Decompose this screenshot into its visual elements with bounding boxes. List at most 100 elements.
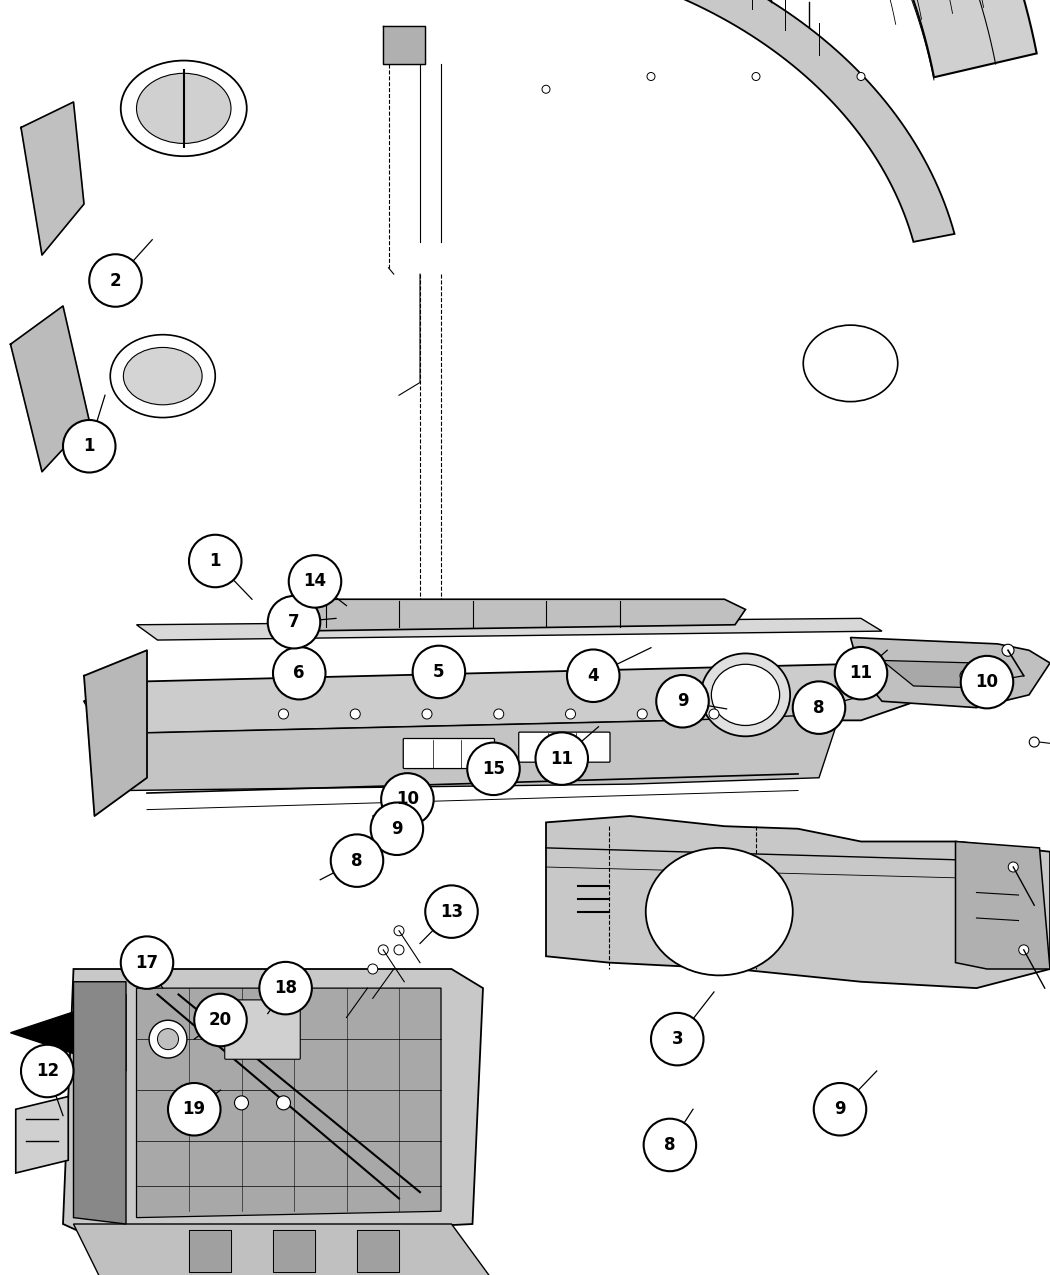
Polygon shape — [542, 0, 954, 242]
Text: 20: 20 — [209, 1011, 232, 1029]
Circle shape — [63, 419, 116, 473]
Circle shape — [168, 1082, 220, 1136]
Circle shape — [494, 709, 504, 719]
Circle shape — [276, 1096, 291, 1109]
Text: 4: 4 — [587, 667, 600, 685]
Polygon shape — [278, 599, 746, 631]
Polygon shape — [10, 306, 89, 472]
Circle shape — [378, 945, 388, 955]
Ellipse shape — [136, 73, 231, 144]
Circle shape — [368, 964, 378, 974]
Text: 1: 1 — [210, 552, 220, 570]
Text: 9: 9 — [391, 820, 403, 838]
Circle shape — [857, 73, 865, 80]
Circle shape — [158, 1029, 179, 1049]
Circle shape — [89, 254, 142, 307]
Polygon shape — [74, 1224, 493, 1275]
Circle shape — [835, 646, 887, 700]
Text: 11: 11 — [849, 664, 873, 682]
Circle shape — [637, 709, 647, 719]
Circle shape — [566, 709, 575, 719]
Polygon shape — [63, 969, 483, 1243]
Circle shape — [709, 709, 719, 719]
Text: 15: 15 — [482, 760, 505, 778]
Circle shape — [381, 773, 434, 826]
Circle shape — [351, 709, 360, 719]
Circle shape — [656, 674, 709, 728]
Text: 8: 8 — [352, 852, 362, 870]
FancyBboxPatch shape — [403, 738, 495, 769]
Text: 8: 8 — [814, 699, 824, 717]
FancyBboxPatch shape — [225, 1000, 300, 1060]
Text: 11: 11 — [550, 750, 573, 768]
Circle shape — [752, 73, 760, 80]
Ellipse shape — [124, 348, 202, 405]
Circle shape — [273, 646, 326, 700]
Circle shape — [425, 885, 478, 938]
Circle shape — [268, 595, 320, 649]
Circle shape — [394, 926, 404, 936]
Polygon shape — [383, 26, 425, 64]
Ellipse shape — [294, 663, 304, 671]
Circle shape — [567, 649, 619, 703]
Circle shape — [394, 945, 404, 955]
Polygon shape — [956, 842, 1050, 969]
Ellipse shape — [712, 664, 779, 725]
Circle shape — [644, 1118, 696, 1172]
Polygon shape — [16, 1096, 68, 1173]
Circle shape — [1029, 737, 1040, 747]
Text: 2: 2 — [109, 272, 122, 289]
Circle shape — [536, 732, 588, 785]
Circle shape — [814, 1082, 866, 1136]
Polygon shape — [10, 994, 126, 1071]
Polygon shape — [136, 618, 882, 640]
Polygon shape — [538, 0, 1009, 18]
Circle shape — [234, 1096, 249, 1109]
Polygon shape — [882, 660, 998, 689]
Circle shape — [189, 534, 242, 588]
Text: 6: 6 — [294, 664, 304, 682]
Text: 9: 9 — [676, 692, 689, 710]
Circle shape — [413, 645, 465, 699]
Circle shape — [651, 1012, 704, 1066]
Text: 10: 10 — [396, 790, 419, 808]
Polygon shape — [467, 0, 1036, 78]
Ellipse shape — [646, 848, 793, 975]
Polygon shape — [850, 638, 1050, 708]
Ellipse shape — [121, 60, 247, 157]
Text: 8: 8 — [665, 1136, 675, 1154]
Polygon shape — [136, 988, 441, 1218]
Polygon shape — [84, 650, 147, 816]
Polygon shape — [21, 102, 84, 255]
Circle shape — [467, 742, 520, 796]
Circle shape — [1002, 644, 1014, 657]
Circle shape — [960, 669, 972, 682]
Circle shape — [194, 993, 247, 1047]
Polygon shape — [273, 1230, 315, 1272]
Text: 18: 18 — [274, 979, 297, 997]
Circle shape — [1008, 862, 1018, 872]
Polygon shape — [189, 1230, 231, 1272]
Polygon shape — [84, 663, 934, 733]
FancyBboxPatch shape — [519, 732, 610, 762]
Circle shape — [289, 555, 341, 608]
Polygon shape — [357, 1230, 399, 1272]
Text: 10: 10 — [975, 673, 999, 691]
Text: 9: 9 — [834, 1100, 846, 1118]
Circle shape — [542, 85, 550, 93]
Circle shape — [793, 681, 845, 734]
Text: 7: 7 — [288, 613, 300, 631]
Text: 19: 19 — [183, 1100, 206, 1118]
Text: 13: 13 — [440, 903, 463, 921]
Circle shape — [371, 802, 423, 856]
Circle shape — [961, 655, 1013, 709]
Polygon shape — [74, 982, 126, 1224]
Circle shape — [149, 1020, 187, 1058]
Polygon shape — [126, 714, 840, 790]
Text: 17: 17 — [135, 954, 159, 972]
Circle shape — [647, 73, 655, 80]
Circle shape — [278, 709, 289, 719]
Text: 3: 3 — [671, 1030, 684, 1048]
Circle shape — [121, 936, 173, 989]
Circle shape — [331, 834, 383, 887]
